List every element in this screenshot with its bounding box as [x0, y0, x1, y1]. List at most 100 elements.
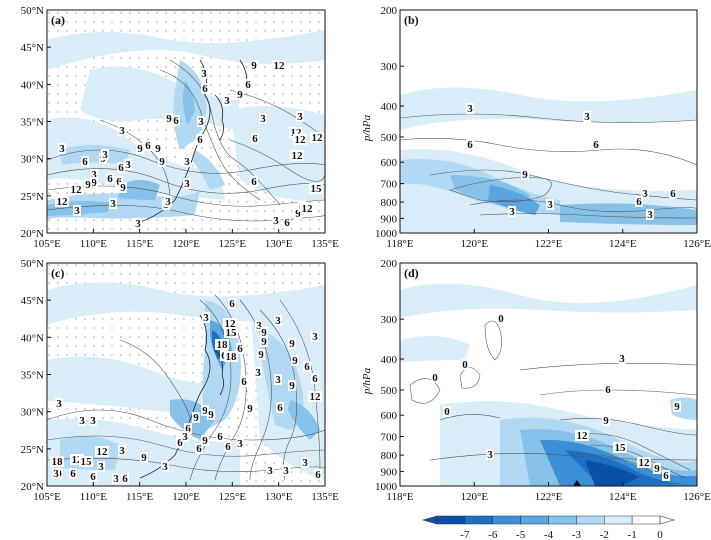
contour-label-bg — [296, 111, 304, 122]
contour-label-bg — [121, 473, 129, 484]
contour-label-bg — [101, 149, 109, 160]
contour-label-bg — [274, 374, 282, 385]
contour-label: 3 — [467, 103, 473, 115]
contour-label-bg — [251, 133, 259, 144]
contour-label: 3 — [184, 178, 190, 190]
x-tick-label: 120°E — [172, 238, 200, 250]
y-tick-label: 1000 — [375, 481, 398, 493]
contour-label-bg — [289, 127, 303, 138]
contour-label: 6 — [197, 134, 203, 146]
contour-label: 3 — [260, 113, 266, 125]
contour-label: 3 — [275, 374, 281, 386]
contour-label: 12 — [302, 203, 314, 215]
contour-label: 6 — [70, 468, 76, 480]
contour-label-bg — [244, 79, 252, 90]
contour-label-bg — [117, 162, 125, 173]
y-tick-label: 20°N — [21, 481, 44, 493]
contour-label: 12 — [291, 127, 303, 139]
y-tick-label: 900 — [381, 213, 398, 225]
contour-label-bg — [255, 320, 263, 331]
contour-label-bg — [294, 208, 302, 219]
contour-label: 3 — [165, 196, 171, 208]
contour-label-bg — [200, 68, 208, 79]
contour-label: 9 — [654, 463, 660, 475]
contour-label-bg — [272, 215, 280, 226]
contour-label-bg — [431, 372, 439, 383]
y-tick-label: 35°N — [21, 370, 44, 382]
contour-label: 6 — [245, 79, 251, 91]
panel-c-shading — [47, 263, 325, 486]
contour-label: 15 — [311, 183, 323, 195]
contour-label-bg — [154, 143, 162, 154]
contour-label: 3 — [98, 461, 104, 473]
contour-label-bg — [637, 457, 651, 468]
contour-label: 3 — [59, 143, 65, 155]
y-tick-label: 35°N — [21, 117, 44, 129]
contour-label-bg — [236, 343, 244, 354]
y-tick-label: 30°N — [21, 407, 44, 419]
x-tick-label: 120°E — [172, 491, 200, 503]
contour-label-bg — [266, 465, 274, 476]
x-tick-label: 115°E — [126, 491, 153, 503]
panel-b-y-axis: 200 300 400 500 600 700 800 900 1000 — [375, 5, 404, 240]
contour-label-bg — [662, 470, 670, 481]
panel-c-x-axis: 105°E 110°E 115°E 120°E 125°E 130°E 135°E — [33, 482, 339, 503]
contour-label-bg — [635, 196, 643, 207]
x-tick-label: 124°E — [609, 491, 637, 503]
contour-label: 9 — [137, 143, 143, 155]
contour-label: 18 — [226, 351, 238, 363]
contour-label-bg — [201, 405, 209, 416]
contour-label-bg — [73, 205, 81, 216]
contour-label-bg — [184, 423, 192, 434]
contour-label-bg — [115, 176, 123, 187]
y-tick-label: 300 — [381, 314, 398, 326]
x-tick-label: 135°E — [311, 491, 339, 503]
contour-label: 3 — [91, 169, 97, 181]
contour-label: 9 — [247, 403, 253, 415]
contour-label: 3 — [487, 449, 493, 461]
contour-label-bg — [109, 198, 117, 209]
contour-label-bg — [282, 465, 290, 476]
contour-label: 0 — [432, 372, 438, 384]
contour-label-bg — [250, 60, 258, 71]
contour-label-bg — [183, 156, 191, 167]
contour-label-bg — [276, 402, 284, 413]
contour-label: 12 — [312, 132, 324, 144]
contour-label-bg — [183, 178, 191, 189]
contour-label-bg — [140, 452, 148, 463]
x-tick-label: 124°E — [609, 238, 637, 250]
contour-label: 3 — [275, 315, 281, 327]
y-tick-label: 900 — [381, 466, 398, 478]
contour-label: 3 — [255, 367, 261, 379]
contour-label-bg — [144, 140, 152, 151]
contour-label-bg — [69, 184, 83, 195]
contour-label: 9 — [295, 208, 301, 220]
contour-label-bg — [288, 338, 296, 349]
x-tick-label: 118°E — [386, 238, 413, 250]
colorbar-swatch — [631, 515, 661, 525]
contour-label: 12 — [71, 184, 83, 196]
panel-a-y-axis: 20°N 25°N 30°N 35°N 40°N 45°N 50°N — [21, 5, 51, 240]
contour-label: 6 — [82, 156, 88, 168]
contour-label-bg — [641, 188, 649, 199]
contour-label: 3 — [102, 149, 108, 161]
contour-label: 9 — [261, 336, 267, 348]
panel-a-shading — [47, 10, 325, 233]
x-tick-label: 105°E — [33, 238, 61, 250]
y-tick-label: 1000 — [375, 228, 398, 240]
contour-label: 3 — [642, 188, 648, 200]
contour-label: 3 — [135, 218, 141, 230]
contour-label: 3 — [224, 95, 230, 107]
contour-label: 6 — [107, 173, 113, 185]
colorbar-extend-left — [421, 515, 438, 525]
contour-label: 0 — [462, 359, 468, 371]
contour-label-bg — [158, 156, 166, 167]
contour-label-bg — [466, 139, 474, 150]
contour-label: 9 — [155, 143, 161, 155]
x-tick-label: 135°E — [311, 238, 339, 250]
contour-label: 9 — [91, 177, 97, 189]
contour-label: 12 — [292, 150, 304, 162]
contour-label: 15 — [226, 327, 238, 339]
panel-c-y-axis: 20°N 25°N 30°N 35°N 40°N 45°N 50°N — [21, 258, 51, 493]
